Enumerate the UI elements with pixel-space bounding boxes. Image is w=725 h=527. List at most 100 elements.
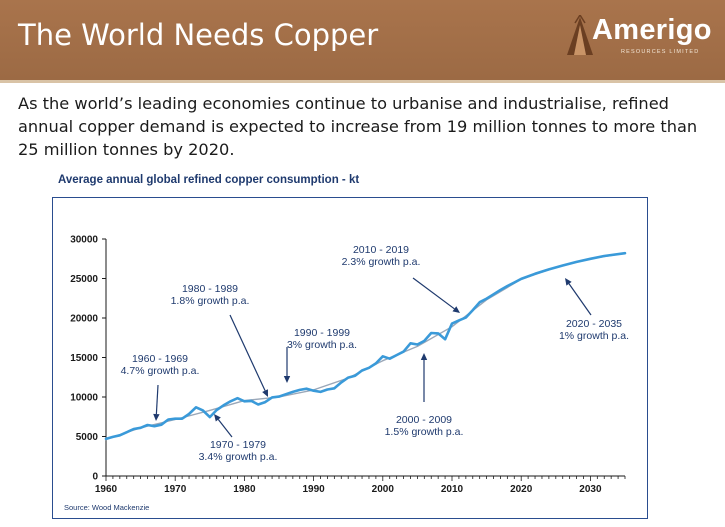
annotation-growth: 3.4% growth p.a. (199, 451, 278, 463)
data-point (209, 416, 211, 418)
data-point (105, 438, 107, 440)
y-tick-label: 15000 (70, 353, 98, 364)
annotation-period: 1980 - 1989 (182, 283, 238, 295)
data-point (479, 301, 481, 303)
data-point (174, 418, 176, 420)
x-tick-label: 2030 (579, 484, 602, 495)
x-tick-label: 2000 (372, 484, 395, 495)
data-point (548, 268, 550, 270)
data-point (216, 409, 218, 411)
data-point (299, 389, 301, 391)
data-point (472, 309, 474, 311)
annotation-arrow-line (568, 283, 592, 316)
chart-source: Source: Wood Mackenzie (64, 503, 149, 512)
data-point (492, 293, 495, 295)
data-point (465, 317, 467, 319)
data-point (389, 358, 391, 360)
y-tick-label: 10000 (70, 393, 98, 404)
logo-subtext: RESOURCES LIMITED (621, 49, 700, 55)
annotation-arrow-head (262, 389, 268, 397)
annotation-period: 1990 - 1999 (294, 327, 350, 339)
data-point (236, 397, 239, 399)
consumption-series-line (104, 251, 627, 441)
annotation-arrow-line (229, 314, 266, 391)
y-tick-label: 20000 (70, 314, 98, 325)
data-point (486, 298, 488, 300)
y-tick-label: 25000 (70, 274, 98, 285)
chart-frame (52, 197, 648, 519)
intro-paragraph: As the world’s leading economies continu… (18, 94, 698, 159)
data-point (250, 400, 252, 402)
data-point (444, 338, 446, 340)
data-point (153, 425, 155, 427)
teepee-logo-icon (567, 15, 593, 55)
data-point (403, 351, 405, 353)
annotation-arrow-head (214, 414, 221, 422)
y-tick-label: 30000 (70, 235, 98, 246)
annotation-arrow-line (155, 384, 159, 415)
data-point (319, 391, 322, 393)
data-point (603, 255, 605, 257)
x-tick-label: 1990 (302, 484, 325, 495)
amerigo-logo: Amerigo RESOURCES LIMITED (565, 13, 715, 63)
data-point (576, 261, 578, 263)
annotation-period: 1970 - 1979 (210, 439, 266, 451)
series-group (104, 251, 627, 441)
data-point (146, 424, 149, 426)
data-point (313, 390, 315, 392)
data-point (437, 332, 439, 334)
title-banner: The World Needs Copper Amerigo RESOURCES… (0, 0, 725, 83)
annotation-growth: 3% growth p.a. (287, 339, 357, 351)
data-point (278, 396, 280, 398)
data-point (292, 391, 294, 393)
annotation-period: 1960 - 1969 (132, 353, 188, 365)
annotation-arrow-head (452, 306, 460, 313)
data-point (451, 322, 453, 325)
data-point (160, 424, 162, 426)
data-point (264, 401, 266, 403)
data-point (430, 332, 432, 334)
data-point (340, 381, 342, 383)
y-ticks: 0 5000 10000 15000 20000 25000 30000 (70, 235, 106, 483)
annotation-period: 2010 - 2019 (353, 244, 409, 256)
data-point (347, 377, 349, 379)
annotation-growth: 2.3% growth p.a. (342, 256, 421, 268)
data-point (354, 375, 356, 377)
data-point (181, 418, 183, 420)
annotation-growth: 1.5% growth p.a. (385, 426, 464, 438)
data-point (423, 340, 425, 342)
y-tick-label: 0 (92, 472, 98, 483)
data-point (520, 278, 522, 280)
data-point (188, 413, 190, 415)
data-point (458, 319, 460, 321)
x-tick-label: 1980 (233, 484, 256, 495)
annotation-arrow-head (283, 376, 291, 383)
data-point (306, 388, 308, 390)
data-point (326, 388, 328, 391)
data-point (133, 428, 135, 430)
annotation-arrow-line (412, 277, 455, 310)
trend-series-line (105, 252, 626, 440)
x-tick-label: 2010 (441, 484, 464, 495)
annotation-growth: 1.8% growth p.a. (171, 295, 250, 307)
data-point (382, 355, 384, 357)
annotation-arrow-head (420, 353, 428, 360)
data-point (416, 345, 418, 347)
annotation-arrow-head (153, 413, 160, 421)
x-tick-label: 2020 (510, 484, 533, 495)
data-point (223, 404, 225, 406)
x-tick-label: 1960 (95, 484, 118, 495)
annotation-arrow-line (217, 419, 233, 438)
data-point (209, 409, 211, 411)
annotation-period: 2020 - 2035 (566, 318, 622, 330)
data-point (534, 273, 536, 275)
annotation-period: 2000 - 2009 (396, 414, 452, 426)
data-point (202, 409, 204, 411)
data-point (119, 434, 121, 436)
logo-wordmark: Amerigo (592, 14, 712, 46)
data-point (624, 252, 626, 254)
data-point (589, 258, 592, 260)
y-tick-label: 5000 (76, 432, 99, 443)
